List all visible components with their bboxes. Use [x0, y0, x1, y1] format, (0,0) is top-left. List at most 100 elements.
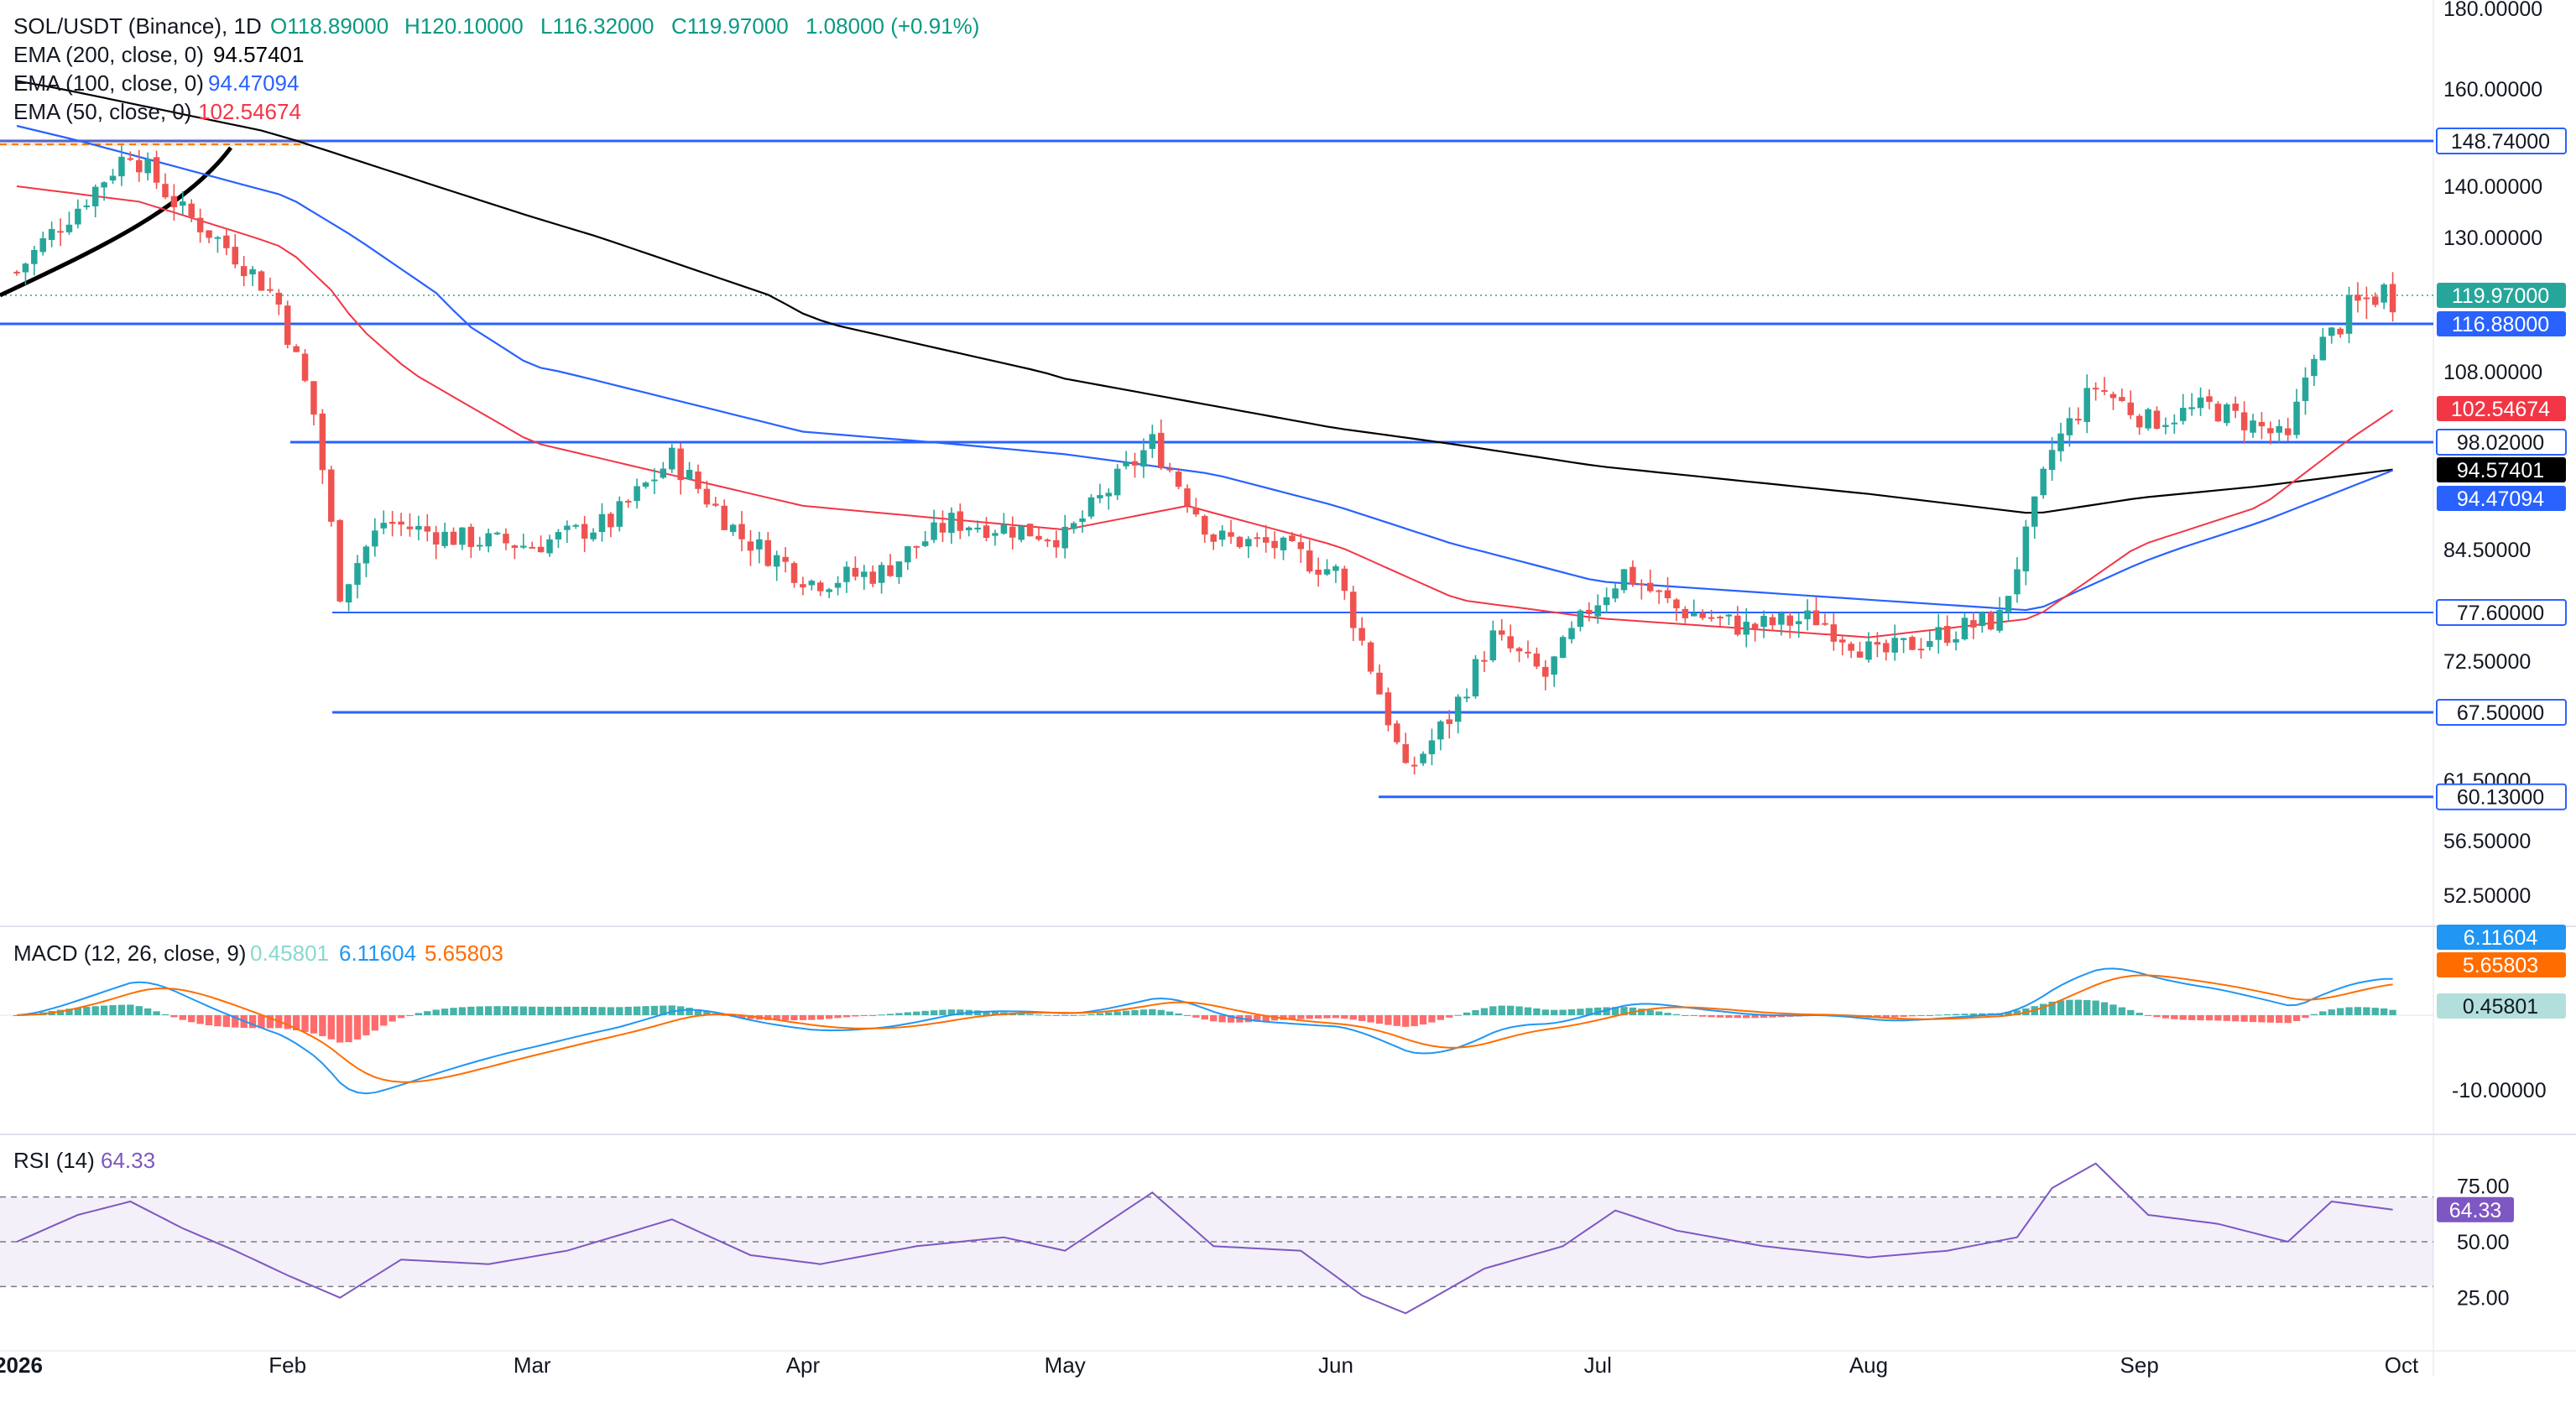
candle-body[interactable] [2345, 294, 2353, 334]
candle-body[interactable] [1202, 515, 1208, 535]
candle-body[interactable] [572, 524, 580, 527]
candle-body[interactable] [861, 571, 868, 577]
candle-body[interactable] [2284, 428, 2292, 435]
candle-body[interactable] [537, 546, 545, 553]
candle-body[interactable] [153, 157, 160, 183]
candle-body[interactable] [1402, 743, 1409, 764]
candle-body[interactable] [2258, 421, 2266, 427]
candle-body[interactable] [57, 231, 64, 233]
candle-body[interactable] [1035, 535, 1042, 540]
candle-body[interactable] [372, 530, 378, 547]
candle-body[interactable] [1297, 542, 1305, 550]
candle-body[interactable] [2311, 358, 2318, 377]
candle-body[interactable] [328, 469, 335, 522]
candle-body[interactable] [2267, 428, 2274, 434]
candle-body[interactable] [127, 158, 134, 160]
candle-body[interactable] [118, 156, 125, 177]
candle-body[interactable] [1927, 641, 1933, 648]
candle-body[interactable] [75, 208, 81, 225]
candle-body[interactable] [1245, 539, 1252, 547]
candle-body[interactable] [598, 513, 606, 533]
candle-body[interactable] [1804, 610, 1811, 620]
candle-body[interactable] [921, 541, 929, 546]
candle-body[interactable] [1734, 615, 1741, 635]
candle-body[interactable] [529, 546, 535, 549]
candle-body[interactable] [1577, 610, 1584, 628]
candle-body[interactable] [65, 224, 73, 232]
candle-body[interactable] [1262, 537, 1270, 543]
candle-body[interactable] [931, 522, 937, 540]
candle-body[interactable] [2206, 396, 2213, 402]
candle-body[interactable] [1533, 653, 1541, 667]
candle-body[interactable] [624, 500, 632, 503]
candle-body[interactable] [109, 175, 117, 181]
candle-body[interactable] [948, 513, 955, 534]
candle-body[interactable] [1192, 507, 1200, 515]
candle-body[interactable] [1515, 648, 1523, 652]
candle-body[interactable] [2040, 468, 2047, 496]
candle-body[interactable] [686, 469, 693, 480]
candle-body[interactable] [1891, 638, 1898, 653]
candle-body[interactable] [1358, 628, 1365, 641]
candle-body[interactable] [869, 571, 876, 584]
candle-body[interactable] [2372, 296, 2379, 305]
candle-body[interactable] [1367, 642, 1374, 672]
candle-body[interactable] [2092, 388, 2099, 390]
candle-body[interactable] [1822, 623, 1828, 625]
candle-body[interactable] [2031, 496, 2038, 527]
candle-body[interactable] [91, 186, 99, 206]
candle-body[interactable] [1656, 590, 1662, 592]
candle-body[interactable] [1481, 659, 1488, 662]
candle-body[interactable] [2083, 388, 2090, 422]
candle-body[interactable] [1236, 536, 1244, 548]
candle-body[interactable] [634, 486, 640, 502]
candle-body[interactable] [336, 519, 343, 602]
candle-body[interactable] [206, 230, 212, 238]
candle-body[interactable] [2014, 569, 2021, 595]
candle-body[interactable] [695, 471, 701, 489]
candle-body[interactable] [2197, 397, 2204, 409]
candle-body[interactable] [135, 159, 143, 173]
candle-body[interactable] [1943, 626, 1951, 644]
candle-body[interactable] [1018, 525, 1025, 540]
candle-body[interactable] [214, 237, 222, 239]
candle-body[interactable] [1917, 649, 1925, 651]
candle-body[interactable] [826, 589, 832, 592]
candle-body[interactable] [2171, 422, 2178, 425]
candle-body[interactable] [1070, 523, 1077, 529]
candle-body[interactable] [1568, 628, 1575, 639]
candle-body[interactable] [2101, 389, 2108, 392]
candle-body[interactable] [1332, 565, 1339, 571]
candle-body[interactable] [2057, 433, 2064, 451]
candle-body[interactable] [2127, 402, 2135, 415]
candle-body[interactable] [1673, 599, 1680, 609]
candle-body[interactable] [642, 482, 649, 487]
candle-body[interactable] [1149, 434, 1156, 450]
candle-body[interactable] [590, 532, 597, 539]
candle-body[interactable] [913, 545, 920, 548]
candle-body[interactable] [703, 488, 711, 505]
candle-body[interactable] [2354, 294, 2361, 301]
candle-body[interactable] [1883, 643, 1890, 653]
candle-body[interactable] [1979, 612, 1986, 627]
candle-body[interactable] [957, 511, 964, 531]
candle-body[interactable] [2214, 404, 2222, 422]
candle-body[interactable] [249, 268, 256, 275]
candle-body[interactable] [1961, 618, 1969, 639]
candle-body[interactable] [2302, 378, 2309, 401]
candle-body[interactable] [39, 237, 46, 253]
candle-body[interactable] [345, 584, 352, 603]
candle-body[interactable] [965, 527, 973, 530]
candle-body[interactable] [223, 235, 230, 248]
candle-body[interactable] [162, 184, 169, 198]
candle-body[interactable] [1061, 526, 1068, 549]
candle-body[interactable] [1166, 468, 1173, 471]
candle-body[interactable] [380, 523, 387, 529]
candle-body[interactable] [1384, 692, 1392, 726]
candle-body[interactable] [188, 203, 195, 218]
candle-body[interactable] [1551, 656, 1557, 675]
candle-body[interactable] [1175, 472, 1182, 487]
candle-body[interactable] [1289, 535, 1296, 542]
candle-body[interactable] [415, 525, 422, 530]
candle-body[interactable] [974, 527, 981, 530]
